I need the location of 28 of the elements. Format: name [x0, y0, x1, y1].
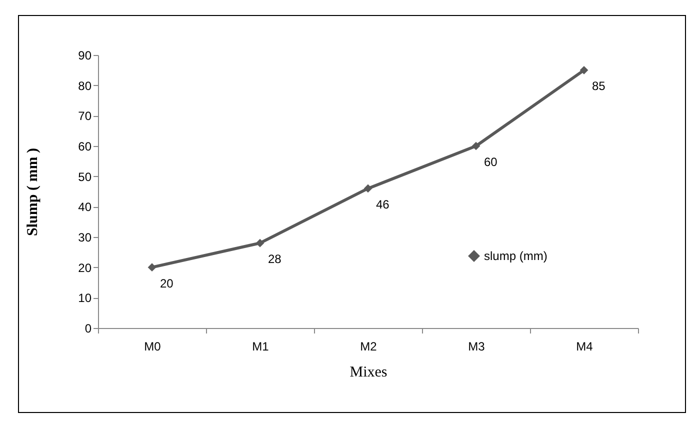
legend-label: slump (mm)	[484, 249, 548, 263]
point	[148, 263, 156, 272]
x-tick-label: M4	[576, 340, 594, 354]
y-tick-label: 50	[78, 170, 92, 184]
data-label: 60	[484, 155, 498, 169]
point	[256, 238, 264, 248]
data-label: 46	[376, 197, 390, 212]
y-tick-label: 30	[78, 230, 92, 244]
y-tick-label: 90	[78, 48, 92, 62]
y-tick-label: 0	[84, 322, 92, 336]
x-tick-label: M2	[360, 340, 378, 354]
y-tick-label: 60	[78, 140, 92, 154]
x-tick-label: M1	[252, 340, 270, 354]
x-tick-label: M3	[468, 340, 486, 354]
y-tick-label: 20	[78, 260, 92, 275]
data-label: 20	[160, 276, 174, 290]
y-tick-label: 80	[78, 78, 92, 93]
point	[472, 142, 480, 150]
y-tick-label: 10	[78, 291, 92, 306]
y-tick-label: 70	[78, 109, 92, 124]
x-tick-label: M0	[144, 340, 162, 354]
y-tick-label: 40	[78, 200, 92, 214]
x-axis-title: Mixes	[350, 364, 388, 380]
data-label: 28	[268, 252, 282, 266]
point	[364, 184, 372, 193]
y-axis-title: Slump ( mm )	[25, 148, 42, 236]
data-label: 85	[592, 79, 606, 94]
point	[580, 66, 588, 74]
